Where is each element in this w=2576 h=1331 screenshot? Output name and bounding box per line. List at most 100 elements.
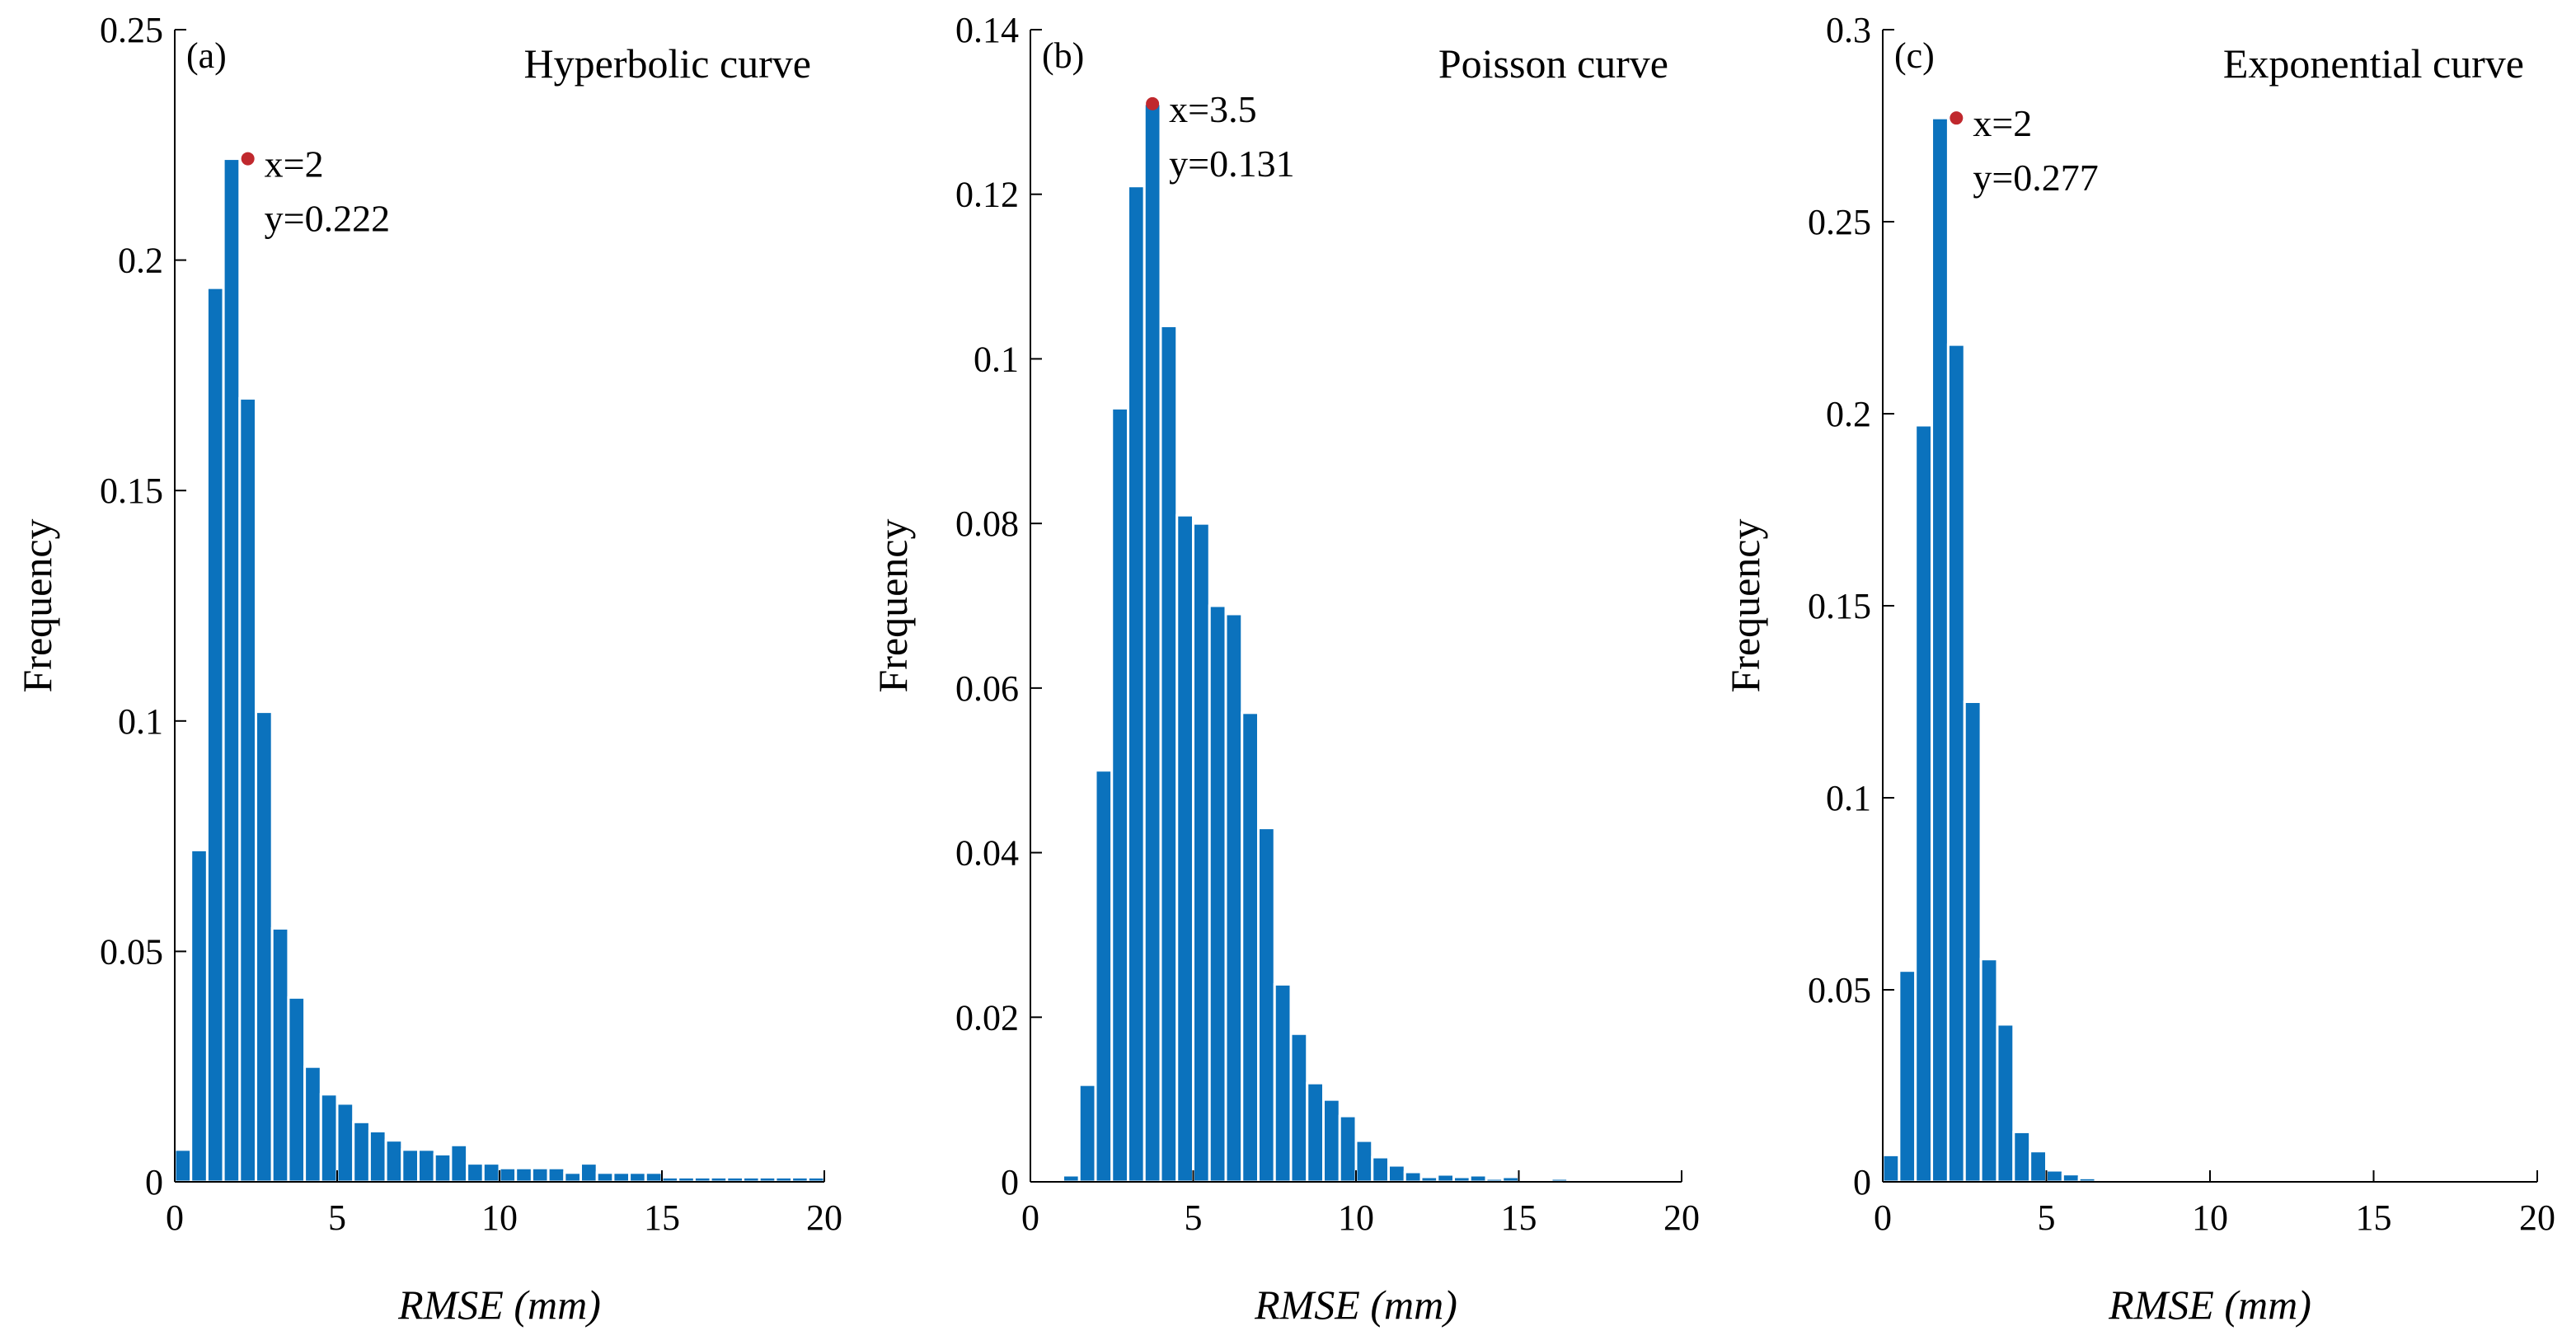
- x-tick-label: 10: [1338, 1197, 1374, 1238]
- histogram-bar: [335, 1102, 355, 1183]
- histogram-bar: [205, 286, 225, 1183]
- histogram-bar: [1289, 1032, 1309, 1183]
- y-tick-label: 0.3: [1826, 10, 1871, 50]
- histogram-bar: [612, 1171, 631, 1183]
- histogram-bar: [1241, 711, 1260, 1183]
- panel-title: Hyperbolic curve: [524, 40, 811, 87]
- histogram-bar: [1208, 604, 1227, 1183]
- y-axis-title: Frequency: [1722, 518, 1768, 692]
- peak-marker: [1146, 96, 1160, 110]
- histogram-bar: [173, 1148, 193, 1183]
- histogram-bar: [449, 1143, 469, 1183]
- y-tick-label: 0.1: [118, 701, 163, 742]
- y-tick-label: 0.15: [100, 471, 163, 511]
- y-tick-label: 0.05: [1808, 970, 1871, 1010]
- x-tick-label: 15: [1501, 1197, 1537, 1238]
- histogram-bar: [1110, 406, 1129, 1183]
- y-tick-label: 0.1: [1826, 778, 1871, 818]
- y-tick-label: 0.25: [100, 10, 163, 50]
- histogram-bar: [238, 396, 257, 1183]
- x-axis-title: RMSE (mm): [2108, 1282, 2311, 1328]
- histogram-bar: [319, 1093, 339, 1183]
- histogram-bar: [1403, 1170, 1423, 1183]
- histogram-bar: [1062, 1174, 1081, 1183]
- histogram-bar: [498, 1166, 518, 1183]
- y-axis-title: Frequency: [870, 518, 916, 692]
- y-tick-label: 0.04: [955, 833, 1019, 874]
- histogram-bar: [2061, 1173, 2081, 1183]
- histogram-bar: [2045, 1169, 2064, 1183]
- y-tick-label: 0.14: [955, 10, 1019, 50]
- histogram-bar: [1996, 1023, 2015, 1183]
- histogram-bar: [433, 1152, 453, 1183]
- y-axis-title: Frequency: [14, 518, 60, 692]
- histogram-bar: [1273, 982, 1293, 1183]
- histogram-bar: [514, 1166, 533, 1183]
- histogram-bar: [1143, 102, 1162, 1183]
- peak-label-x: x=2: [265, 143, 324, 185]
- histogram-bar: [368, 1129, 387, 1183]
- peak-label-x: x=3.5: [1169, 88, 1256, 130]
- histogram-bar: [255, 710, 274, 1183]
- x-tick-label: 20: [806, 1197, 842, 1238]
- histogram-bar: [303, 1065, 322, 1183]
- histogram-bar: [547, 1166, 566, 1183]
- histogram-bar: [1931, 116, 1950, 1183]
- x-tick-label: 0: [1874, 1197, 1892, 1238]
- y-tick-label: 0.12: [955, 175, 1019, 215]
- histogram-bar: [384, 1139, 404, 1183]
- x-tick-label: 5: [328, 1197, 346, 1238]
- y-tick-label: 0.2: [1826, 394, 1871, 434]
- x-tick-label: 0: [1021, 1197, 1039, 1238]
- y-tick-label: 0.25: [1808, 202, 1871, 242]
- histogram-bar: [530, 1166, 550, 1183]
- x-tick-label: 20: [2519, 1197, 2555, 1238]
- histogram-bar: [1979, 958, 1999, 1183]
- y-tick-label: 0.05: [100, 931, 163, 972]
- histogram-bar: [270, 926, 290, 1183]
- histogram-bar: [1881, 1153, 1901, 1183]
- x-tick-label: 0: [166, 1197, 184, 1238]
- histogram-bar: [1257, 827, 1276, 1183]
- y-tick-label: 0.15: [1808, 586, 1871, 626]
- x-tick-label: 5: [1185, 1197, 1203, 1238]
- histogram-bar: [1322, 1098, 1341, 1183]
- y-tick-label: 0: [1853, 1162, 1871, 1202]
- histogram-bar: [1094, 769, 1114, 1183]
- peak-label-y: y=0.222: [265, 198, 390, 240]
- peak-label-y: y=0.277: [1973, 157, 2098, 199]
- histogram-bar: [1077, 1083, 1097, 1183]
- peak-marker: [1950, 111, 1964, 125]
- histogram-bar: [1354, 1139, 1374, 1183]
- peak-label-x: x=2: [1973, 102, 2032, 144]
- histogram-bar: [1436, 1173, 1455, 1183]
- histogram-bar: [1338, 1114, 1358, 1183]
- histogram-bar: [222, 157, 242, 1183]
- histogram-bar: [595, 1171, 615, 1183]
- histogram-bar: [628, 1171, 647, 1183]
- chart-panel-1: 0 5 10 15 20 0 0.05 0.1 0.15 0.2 0.25 RMSE (mm) Freq…: [14, 10, 842, 1328]
- histogram-bar: [190, 848, 209, 1183]
- y-tick-label: 0.08: [955, 504, 1019, 544]
- peak-label-y: y=0.131: [1169, 143, 1294, 185]
- panel-tag: (b): [1042, 35, 1084, 76]
- histogram-bar: [1468, 1174, 1488, 1183]
- x-tick-label: 20: [1663, 1197, 1700, 1238]
- histogram-bar: [1159, 324, 1179, 1183]
- histogram-bar: [287, 996, 307, 1183]
- y-tick-label: 0.06: [955, 668, 1019, 709]
- histogram-bar: [2012, 1130, 2032, 1183]
- histogram-bar: [466, 1162, 485, 1183]
- histogram-bar: [1914, 424, 1934, 1183]
- y-tick-label: 0.1: [974, 339, 1019, 379]
- histogram-bar: [481, 1162, 501, 1183]
- x-axis-title: RMSE (mm): [397, 1282, 601, 1328]
- histogram-bar: [579, 1162, 598, 1183]
- histogram-bar: [644, 1171, 664, 1183]
- peak-marker: [241, 152, 255, 166]
- histogram-bar: [1127, 185, 1146, 1183]
- x-tick-label: 5: [2038, 1197, 2056, 1238]
- histogram-bar: [417, 1148, 436, 1183]
- histogram-bar: [2029, 1150, 2048, 1183]
- histogram-bar: [1898, 969, 1917, 1183]
